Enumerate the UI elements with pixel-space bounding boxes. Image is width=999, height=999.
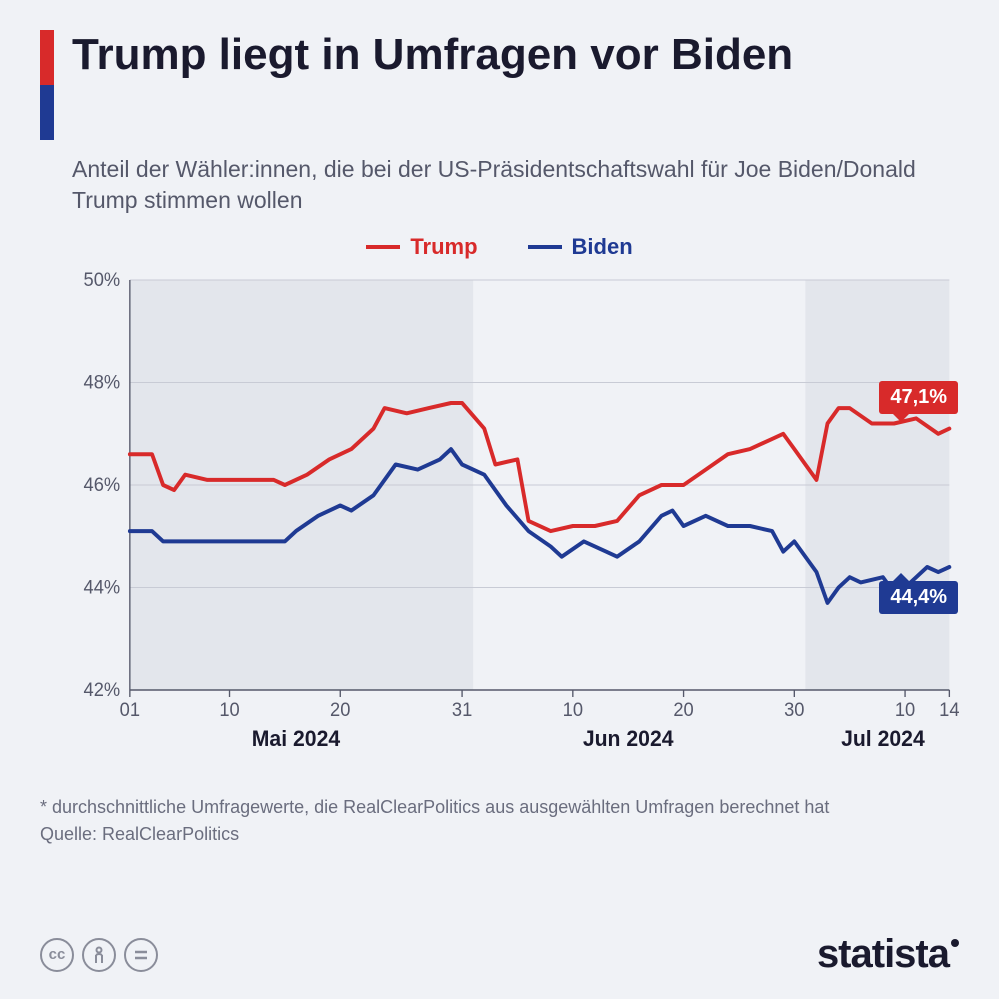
chart-svg: 42% 44% 46% 48% 50% 01 10 20 31 10 20 30 10 14 Mai 20…: [72, 270, 959, 770]
svg-text:10: 10: [895, 699, 915, 720]
footnote-text: * durchschnittliche Umfragewerte, die Re…: [40, 794, 959, 821]
line-chart: 42% 44% 46% 48% 50% 01 10 20 31 10 20 30 10 14 Mai 20…: [72, 270, 959, 770]
legend-item-trump: Trump: [366, 234, 477, 260]
legend-label-trump: Trump: [410, 234, 477, 260]
legend-swatch-trump: [366, 245, 400, 249]
legend: Trump Biden: [40, 234, 959, 260]
nd-icon: [124, 938, 158, 972]
statista-logo: statista: [817, 932, 959, 977]
svg-text:Mai 2024: Mai 2024: [252, 726, 340, 751]
svg-text:46%: 46%: [84, 474, 121, 495]
svg-text:10: 10: [563, 699, 583, 720]
color-bar-trump: [40, 30, 54, 85]
svg-text:30: 30: [784, 699, 804, 720]
svg-text:20: 20: [330, 699, 350, 720]
svg-text:31: 31: [452, 699, 472, 720]
attribution-icon: [82, 938, 116, 972]
legend-item-biden: Biden: [528, 234, 633, 260]
footnote: * durchschnittliche Umfragewerte, die Re…: [40, 794, 959, 848]
legend-label-biden: Biden: [572, 234, 633, 260]
chart-title: Trump liegt in Umfragen vor Biden: [72, 30, 793, 81]
svg-text:42%: 42%: [84, 679, 121, 700]
title-color-bar: [40, 30, 54, 140]
svg-text:20: 20: [673, 699, 693, 720]
callout-biden: 44,4%: [879, 581, 958, 614]
chart-subtitle: Anteil der Wähler:innen, die bei der US-…: [72, 154, 932, 216]
svg-text:50%: 50%: [84, 270, 121, 290]
svg-text:44%: 44%: [84, 576, 121, 597]
svg-text:Jul 2024: Jul 2024: [841, 726, 925, 751]
svg-text:10: 10: [219, 699, 239, 720]
color-bar-biden: [40, 85, 54, 140]
svg-text:01: 01: [120, 699, 140, 720]
svg-text:14: 14: [939, 699, 959, 720]
cc-icon: cc: [40, 938, 74, 972]
legend-swatch-biden: [528, 245, 562, 249]
callout-trump: 47,1%: [879, 381, 958, 414]
svg-text:48%: 48%: [84, 371, 121, 392]
source-text: Quelle: RealClearPolitics: [40, 821, 959, 848]
license-icons: cc: [40, 938, 158, 972]
svg-text:Jun 2024: Jun 2024: [583, 726, 674, 751]
